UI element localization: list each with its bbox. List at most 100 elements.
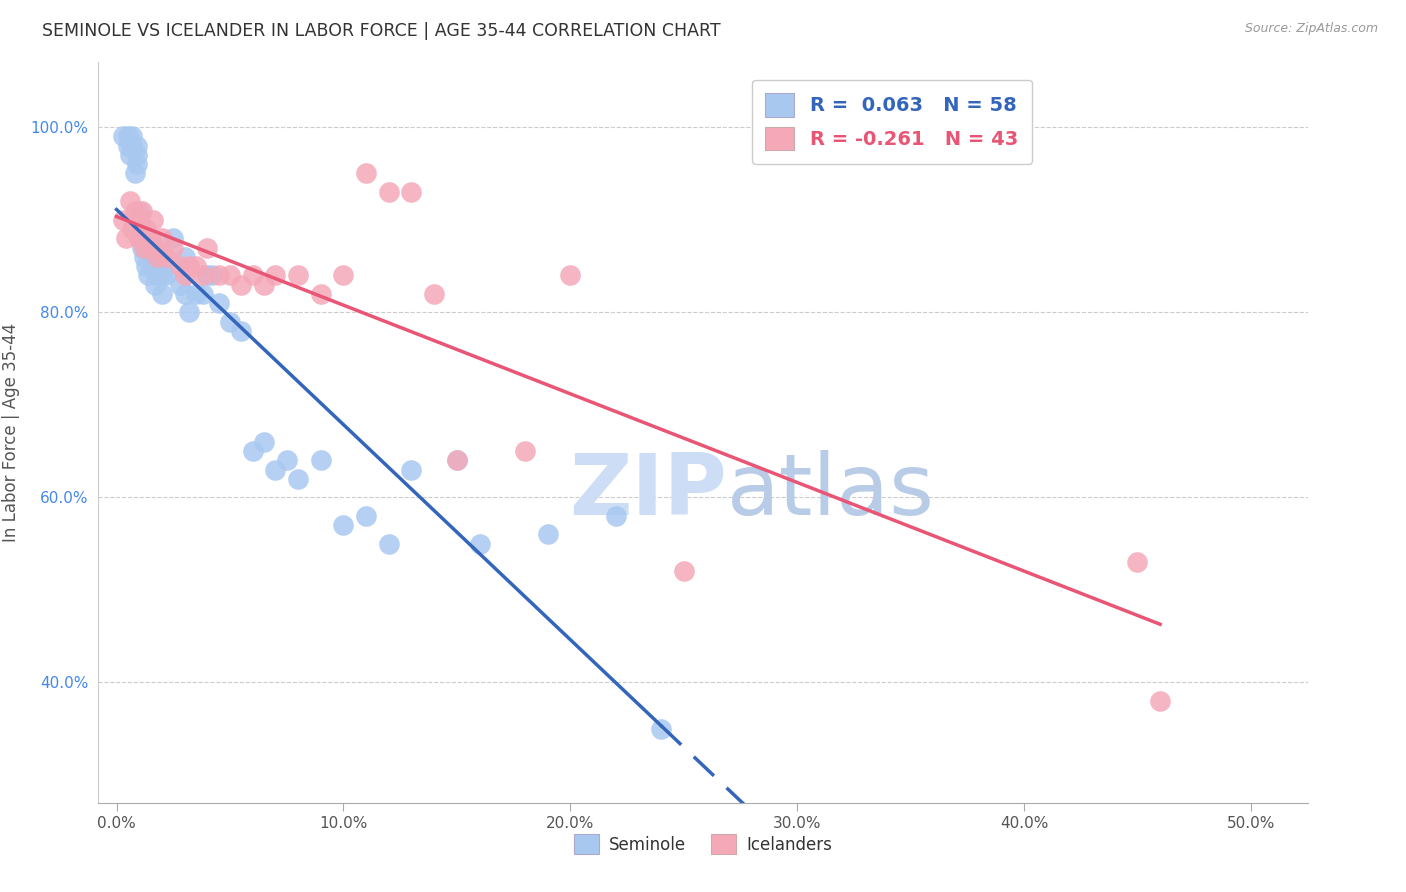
Point [179,305,201,319]
Point [128,231,150,245]
Point [354,166,377,180]
Point [121,138,143,153]
Point [560,268,582,283]
Point [146,250,169,264]
Point [169,259,191,273]
Point [139,240,162,255]
Point [309,453,332,467]
Point [173,286,195,301]
Point [155,250,177,264]
Text: Source: ZipAtlas.com: Source: ZipAtlas.com [1244,22,1378,36]
Point [536,527,558,541]
Point [191,268,214,283]
Point [672,565,695,579]
Point [332,268,354,283]
Text: ZIP: ZIP [569,450,727,533]
Point [332,518,354,533]
Point [136,231,159,245]
Point [125,148,148,162]
Point [173,268,195,283]
Point [112,129,135,144]
Point [231,277,253,292]
Text: atlas: atlas [727,450,935,533]
Point [143,240,166,255]
Point [128,212,150,227]
Point [150,286,173,301]
Point [135,222,157,236]
Point [173,250,195,264]
Point [201,268,224,283]
Point [184,286,207,301]
Point [124,203,146,218]
Point [125,212,148,227]
Point [162,240,184,255]
Point [276,453,298,467]
Point [120,148,142,162]
Point [378,185,401,199]
Point [142,240,165,255]
Point [179,259,201,273]
Point [446,453,468,467]
Point [120,194,142,209]
Point [191,286,214,301]
Point [208,296,231,310]
Point [401,462,423,476]
Point [128,203,150,218]
Point [143,277,166,292]
Point [219,268,242,283]
Point [219,315,242,329]
Y-axis label: In Labor Force | Age 35-44: In Labor Force | Age 35-44 [1,323,20,542]
Point [253,277,276,292]
Point [131,222,153,236]
Point [150,268,173,283]
Point [242,444,264,458]
Point [149,259,172,273]
Point [117,129,139,144]
Text: SEMINOLE VS ICELANDER IN LABOR FORCE | AGE 35-44 CORRELATION CHART: SEMINOLE VS ICELANDER IN LABOR FORCE | A… [42,22,721,40]
Point [446,453,468,467]
Point [231,324,253,338]
Point [146,250,169,264]
Point [605,508,627,523]
Point [125,157,148,171]
Point [401,185,423,199]
Point [121,222,143,236]
Point [132,250,155,264]
Point [378,536,401,550]
Point [468,536,491,550]
Point [142,212,165,227]
Point [114,231,136,245]
Point [139,250,162,264]
Point [128,231,150,245]
Point [121,129,143,144]
Point [184,259,207,273]
Point [650,722,672,736]
Point [131,240,153,255]
Point [208,268,231,283]
Point [309,286,332,301]
Point [124,166,146,180]
Point [1126,555,1149,569]
Point [287,472,309,486]
Point [125,138,148,153]
Point [253,434,276,449]
Point [1149,694,1171,708]
Legend: Seminole, Icelanders: Seminole, Icelanders [568,828,838,861]
Point [162,231,184,245]
Point [195,268,218,283]
Point [112,212,135,227]
Point [423,286,446,301]
Point [150,231,173,245]
Point [354,508,377,523]
Point [155,268,177,283]
Point [135,240,157,255]
Point [132,231,155,245]
Point [195,240,218,255]
Point [264,462,287,476]
Point [142,259,165,273]
Point [131,203,153,218]
Point [513,444,536,458]
Point [117,138,139,153]
Point [139,231,162,245]
Point [135,259,157,273]
